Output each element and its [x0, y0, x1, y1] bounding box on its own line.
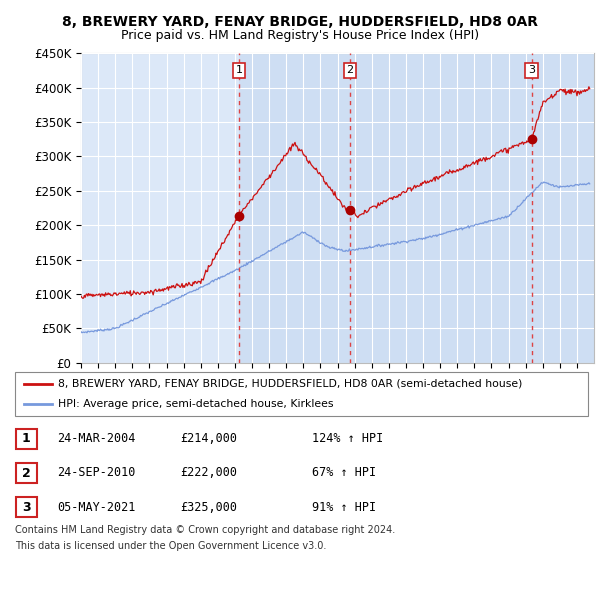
Text: 1: 1 [22, 432, 31, 445]
Text: 2: 2 [346, 65, 353, 76]
Text: 1: 1 [235, 65, 242, 76]
Text: Price paid vs. HM Land Registry's House Price Index (HPI): Price paid vs. HM Land Registry's House … [121, 30, 479, 42]
Text: £222,000: £222,000 [180, 467, 237, 480]
Bar [350, 53, 532, 363]
FancyBboxPatch shape [16, 463, 37, 483]
Bar [239, 53, 350, 363]
Text: Contains HM Land Registry data © Crown copyright and database right 2024.: Contains HM Land Registry data © Crown c… [15, 525, 395, 535]
FancyBboxPatch shape [16, 429, 37, 448]
Text: HPI: Average price, semi-detached house, Kirklees: HPI: Average price, semi-detached house,… [58, 399, 334, 409]
Text: This data is licensed under the Open Government Licence v3.0.: This data is licensed under the Open Gov… [15, 541, 326, 551]
Bar [532, 53, 594, 363]
Text: 3: 3 [22, 501, 31, 514]
Text: 8, BREWERY YARD, FENAY BRIDGE, HUDDERSFIELD, HD8 0AR: 8, BREWERY YARD, FENAY BRIDGE, HUDDERSFI… [62, 15, 538, 29]
FancyBboxPatch shape [16, 497, 37, 517]
Text: £325,000: £325,000 [180, 501, 237, 514]
Text: 67% ↑ HPI: 67% ↑ HPI [312, 467, 376, 480]
Text: 124% ↑ HPI: 124% ↑ HPI [312, 432, 383, 445]
Text: 24-SEP-2010: 24-SEP-2010 [57, 467, 136, 480]
Text: 24-MAR-2004: 24-MAR-2004 [57, 432, 136, 445]
FancyBboxPatch shape [15, 372, 588, 416]
Text: 91% ↑ HPI: 91% ↑ HPI [312, 501, 376, 514]
Text: 3: 3 [528, 65, 535, 76]
Text: 05-MAY-2021: 05-MAY-2021 [57, 501, 136, 514]
Text: 8, BREWERY YARD, FENAY BRIDGE, HUDDERSFIELD, HD8 0AR (semi-detached house): 8, BREWERY YARD, FENAY BRIDGE, HUDDERSFI… [58, 379, 523, 389]
Text: 2: 2 [22, 467, 31, 480]
Text: £214,000: £214,000 [180, 432, 237, 445]
